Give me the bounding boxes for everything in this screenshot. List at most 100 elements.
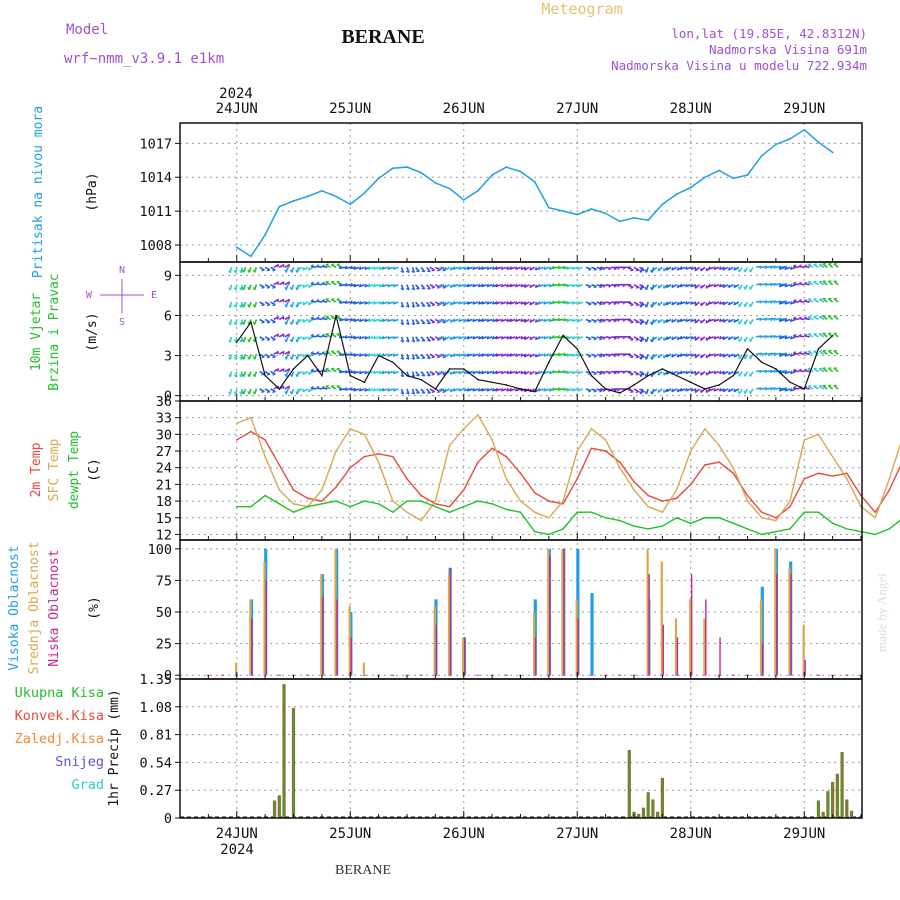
temp-sfc-point [505, 478, 508, 480]
wind-speed-point [278, 388, 281, 390]
wind-barb-flag [400, 270, 404, 274]
wind-barb [308, 353, 314, 358]
wind-barb-flag [819, 367, 823, 370]
temp-2m-point [675, 497, 678, 500]
wind-barb [308, 284, 314, 289]
wind-barb [426, 388, 431, 394]
wind-barb [240, 319, 244, 326]
wind-barb [264, 318, 271, 323]
wind-barb-flag [367, 301, 370, 305]
axis-title: (m/s) [85, 312, 100, 351]
wind-barb [240, 336, 244, 343]
wind-barb-flag [764, 318, 768, 322]
wind-barb-flag [679, 283, 682, 287]
wind-barb [585, 353, 592, 357]
cloud-low-bar [336, 599, 338, 676]
wind-barb [708, 283, 714, 288]
wind-barb-flag [676, 267, 679, 271]
wind-barb [273, 298, 279, 303]
day-label-top: 27JUN [556, 101, 598, 117]
wind-barb [248, 371, 252, 378]
wind-barb-flag [364, 318, 367, 322]
wind-barb [321, 335, 328, 338]
wind-barb-flag [798, 299, 802, 302]
wind-barb-flag [562, 317, 566, 321]
wind-barb [316, 387, 323, 390]
wind-barb [310, 265, 317, 269]
wind-barb [571, 301, 578, 305]
wind-barb-flag [358, 335, 362, 340]
wind-barb-flag [793, 299, 797, 302]
temp-2m-point [874, 511, 876, 513]
pressure-point [420, 171, 423, 174]
wind-barb-flag [713, 318, 716, 322]
wind-barb [713, 336, 720, 340]
wind-barb [278, 368, 285, 373]
wind-barb [599, 336, 606, 339]
wind-barb [756, 300, 762, 303]
wind-barb-flag [282, 316, 285, 320]
wind-barb [633, 301, 640, 306]
wind-speed-point [505, 384, 508, 386]
wind-barb-flag [588, 355, 592, 358]
wind-barb [444, 388, 450, 393]
wind-barb-flag [295, 356, 298, 360]
wind-barb-flag [310, 333, 314, 337]
y-tick-label: 1014 [139, 170, 172, 186]
wind-barb [444, 353, 450, 358]
wind-barb-flag [358, 370, 362, 374]
wind-barb [400, 284, 405, 291]
wind-barb [738, 284, 743, 290]
wind-barb [537, 266, 544, 270]
wind-barb-flag [676, 353, 679, 358]
wind-barb [790, 283, 796, 288]
wind-barb [235, 319, 238, 326]
wind-barb-flag [495, 266, 498, 270]
pressure-point [377, 177, 380, 180]
wind-barb [756, 352, 762, 356]
wind-barb-flag [523, 371, 526, 375]
wind-barb [645, 388, 649, 395]
wind-barb-flag [789, 301, 793, 305]
wind-barb-flag [566, 266, 569, 270]
wind-barb-flag [571, 283, 574, 287]
wind-barb-flag [798, 281, 802, 285]
wind-barb [818, 281, 825, 286]
temp-2m-point [533, 491, 536, 494]
wind-barb-flag [793, 281, 797, 285]
wind-barb [744, 266, 749, 273]
wind-barb [242, 267, 247, 273]
wind-speed-point [746, 348, 749, 350]
wind-barb-flag [588, 320, 592, 324]
temp-sfc-point [831, 455, 834, 458]
temp-2m-point [732, 472, 735, 475]
wind-barb [248, 353, 252, 360]
wind-barb [665, 266, 672, 271]
wind-barb-flag [411, 322, 415, 326]
wind-barb-flag [690, 318, 693, 322]
pressure-point [689, 186, 692, 189]
wind-barb [652, 318, 658, 324]
wind-barb [373, 388, 379, 392]
wind-barb [316, 265, 323, 269]
wind-barb [599, 318, 606, 322]
wind-barb-flag [602, 319, 606, 323]
wind-barb-flag [738, 373, 740, 377]
wind-barb [310, 352, 317, 356]
wind-barb [685, 318, 692, 323]
wind-barb-flag [431, 286, 435, 289]
wind-barb-flag [310, 281, 314, 285]
wind-barb [486, 318, 493, 323]
wind-barb-flag [477, 353, 481, 357]
wind-barb [784, 336, 791, 340]
wind-barb-flag [438, 336, 441, 340]
wind-barb [813, 316, 819, 321]
wind-barb-flag [480, 301, 484, 305]
wind-barb [452, 353, 459, 357]
wind-barb [749, 388, 754, 395]
temp-2m-point [335, 486, 337, 488]
temp-sfc-point [235, 422, 238, 425]
wind-barb-flag [444, 301, 447, 306]
wind-barb [833, 263, 839, 268]
wind-barb [628, 388, 634, 393]
